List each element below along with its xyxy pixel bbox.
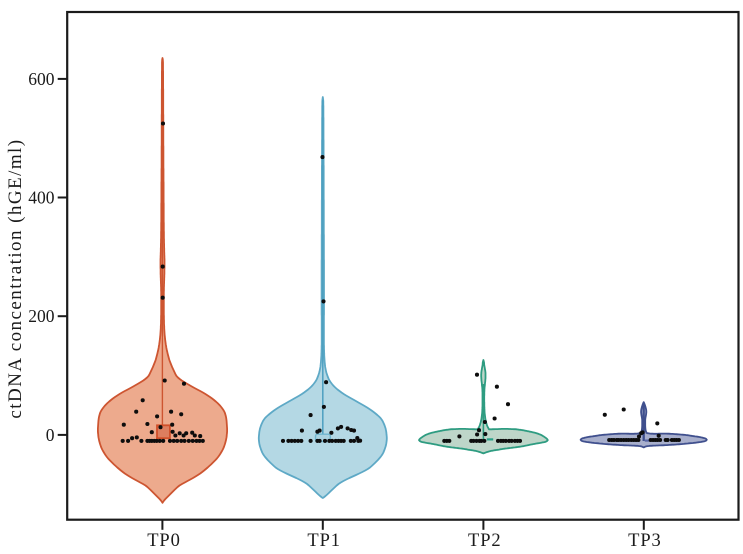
svg-text:ctDNA concentration (hGE/ml): ctDNA concentration (hGE/ml) [5,138,26,418]
svg-text:TP0: TP0 [147,531,181,551]
svg-text:600: 600 [28,69,55,89]
svg-text:TP3: TP3 [628,531,662,551]
svg-text:TP1: TP1 [307,531,341,551]
svg-text:TP2: TP2 [468,531,502,551]
svg-text:200: 200 [28,306,55,326]
svg-text:400: 400 [28,187,55,207]
svg-text:0: 0 [46,425,55,445]
